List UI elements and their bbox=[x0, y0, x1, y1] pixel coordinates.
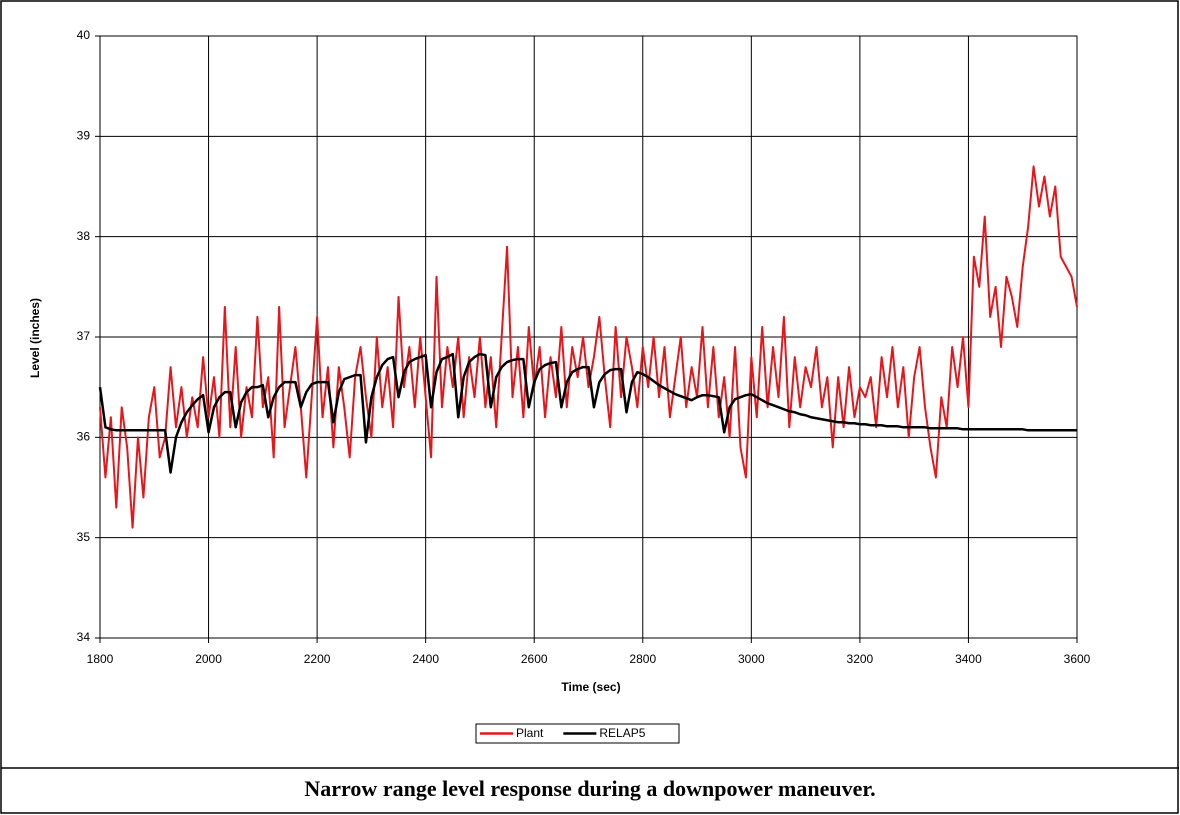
x-tick-label: 2000 bbox=[195, 652, 222, 666]
caption: Narrow range level response during a dow… bbox=[304, 776, 875, 801]
y-axis-label: Level (inches) bbox=[28, 298, 42, 378]
y-tick-label: 34 bbox=[77, 630, 91, 644]
legend-label: RELAP5 bbox=[599, 726, 645, 740]
plot-area bbox=[99, 35, 1078, 639]
x-tick-label: 3000 bbox=[738, 652, 765, 666]
y-tick-label: 38 bbox=[77, 229, 91, 243]
x-tick-label: 3600 bbox=[1064, 652, 1091, 666]
y-tick-label: 39 bbox=[77, 129, 91, 143]
legend-label: Plant bbox=[516, 726, 544, 740]
x-tick-label: 3400 bbox=[955, 652, 982, 666]
x-axis-label: Time (sec) bbox=[561, 680, 620, 694]
x-tick-label: 2200 bbox=[304, 652, 331, 666]
y-tick-label: 36 bbox=[77, 430, 91, 444]
x-tick-label: 2800 bbox=[629, 652, 656, 666]
x-tick-label: 1800 bbox=[87, 652, 114, 666]
y-tick-label: 37 bbox=[77, 329, 91, 343]
y-tick-label: 35 bbox=[77, 530, 91, 544]
x-tick-label: 3200 bbox=[847, 652, 874, 666]
series-line bbox=[99, 165, 1078, 529]
y-tick-label: 40 bbox=[77, 28, 91, 42]
series-line bbox=[98, 352, 1077, 474]
x-tick-label: 2400 bbox=[412, 652, 439, 666]
x-tick-label: 2600 bbox=[521, 652, 548, 666]
